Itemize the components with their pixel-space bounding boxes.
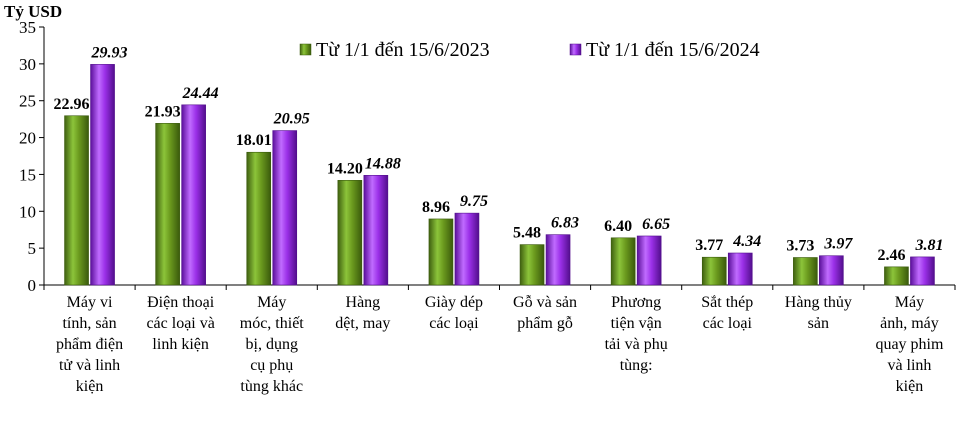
legend-swatch-2023 [299,43,312,56]
category-label: Điện thoại [147,294,215,311]
data-label-2024: 6.83 [551,215,579,232]
data-label-2024: 3.97 [823,236,853,253]
category-label: bị, dụng [246,336,298,353]
bar-2024 [181,104,206,286]
category-label: Giày dép [425,294,483,311]
category-label: quay phim [875,336,944,353]
category-label: tùng: [620,357,653,374]
bar-2024 [90,64,115,286]
legend-label-2024: Từ 1/1 đến 15/6/2024 [586,39,760,61]
category-label: linh kiện [152,336,208,353]
category-label: phẩm điện [56,336,123,353]
legend-swatch-2024 [569,43,582,56]
category-label: kiện [76,378,104,395]
bar-2024 [363,175,389,286]
category-label: Hàng thủy [785,294,852,311]
data-label-2023: 14.20 [327,160,363,177]
bar-2024 [272,130,298,286]
data-label-2024: 29.93 [91,44,128,61]
y-tick-label: 10 [19,202,36,221]
y-tick-label: 35 [19,18,36,37]
category-label: cụ phụ [250,357,293,374]
category-label: Gỗ và sản [513,294,577,311]
category-label: Máy [895,294,924,311]
data-label-2024: 4.34 [732,233,761,250]
data-label-2023: 8.96 [422,199,450,216]
bar-2023 [64,115,89,286]
y-tick-label: 30 [19,55,36,74]
bar-2024 [545,234,571,286]
data-label-2024: 9.75 [460,193,488,210]
bar-2023 [246,151,272,286]
category-label: Máy [257,294,286,311]
category-label: tải và phụ [605,336,668,353]
data-label-2023: 3.77 [695,237,723,254]
data-label-2023: 3.73 [786,238,814,255]
y-tick-label: 15 [19,165,36,184]
data-label-2024: 24.44 [182,85,219,102]
category-label: tiện vận [611,315,662,332]
data-label-2023: 22.96 [54,96,90,113]
bar-2023 [337,180,363,286]
data-label-2023: 2.46 [877,247,905,264]
data-label-2023: 6.40 [604,218,632,235]
category-label: Phương [611,294,661,311]
bar-2023 [519,244,545,286]
y-axis: 0 5 10 15 20 25 30 35 [19,18,956,295]
category-label: tử và linh [59,357,120,374]
data-label-2024: 14.88 [365,155,401,172]
category-label: sản [808,315,829,332]
data-label-2024: 6.65 [642,216,670,233]
data-label-2023: 5.48 [513,225,541,242]
y-tick-label: 5 [28,239,37,258]
data-label-2023: 18.01 [236,132,272,149]
bar-2023 [428,218,454,286]
category-label: kiện [896,378,924,395]
category-label: Hàng [346,294,381,311]
bar-2024 [910,256,935,286]
category-label: tính, sản [62,315,116,332]
bar-2023 [701,256,727,286]
bar-2023 [793,257,818,286]
y-tick-label: 20 [19,129,36,148]
category-label: Máy vi [67,294,113,311]
category-label: móc, thiết [240,315,305,332]
category-labels: Máy vi tính, sản phẩm điện tử và linh kiện Đi… [56,294,944,395]
bar-2023 [610,237,636,286]
category-label: các loại [429,315,479,332]
legend: Từ 1/1 đến 15/6/2023 Từ 1/1 đến 15/6/202… [299,39,760,61]
category-label: ảnh, máy [880,315,939,332]
category-label: dệt, may [335,315,390,332]
bar-2024 [636,235,662,286]
y-axis-label: Tỷ USD [4,2,62,21]
category-label: Sắt thép [701,294,753,311]
bar-2024 [819,255,844,286]
category-label: các loại và [146,315,214,332]
data-label-2024: 20.95 [273,111,310,128]
y-tick-label: 0 [28,276,37,295]
data-label-2023: 21.93 [145,103,181,120]
bar-2024 [727,252,753,286]
bar-2023 [884,266,909,286]
category-label: phẩm gỗ [517,315,573,332]
y-tick-label: 25 [19,92,36,111]
bar-2024 [454,212,480,286]
legend-label-2023: Từ 1/1 đến 15/6/2023 [316,39,490,61]
bar-2023 [155,123,180,286]
category-label: và linh [887,357,931,374]
category-label: tùng khác [240,378,303,395]
category-label: các loại [703,315,753,332]
data-label-2024: 3.81 [914,237,943,254]
